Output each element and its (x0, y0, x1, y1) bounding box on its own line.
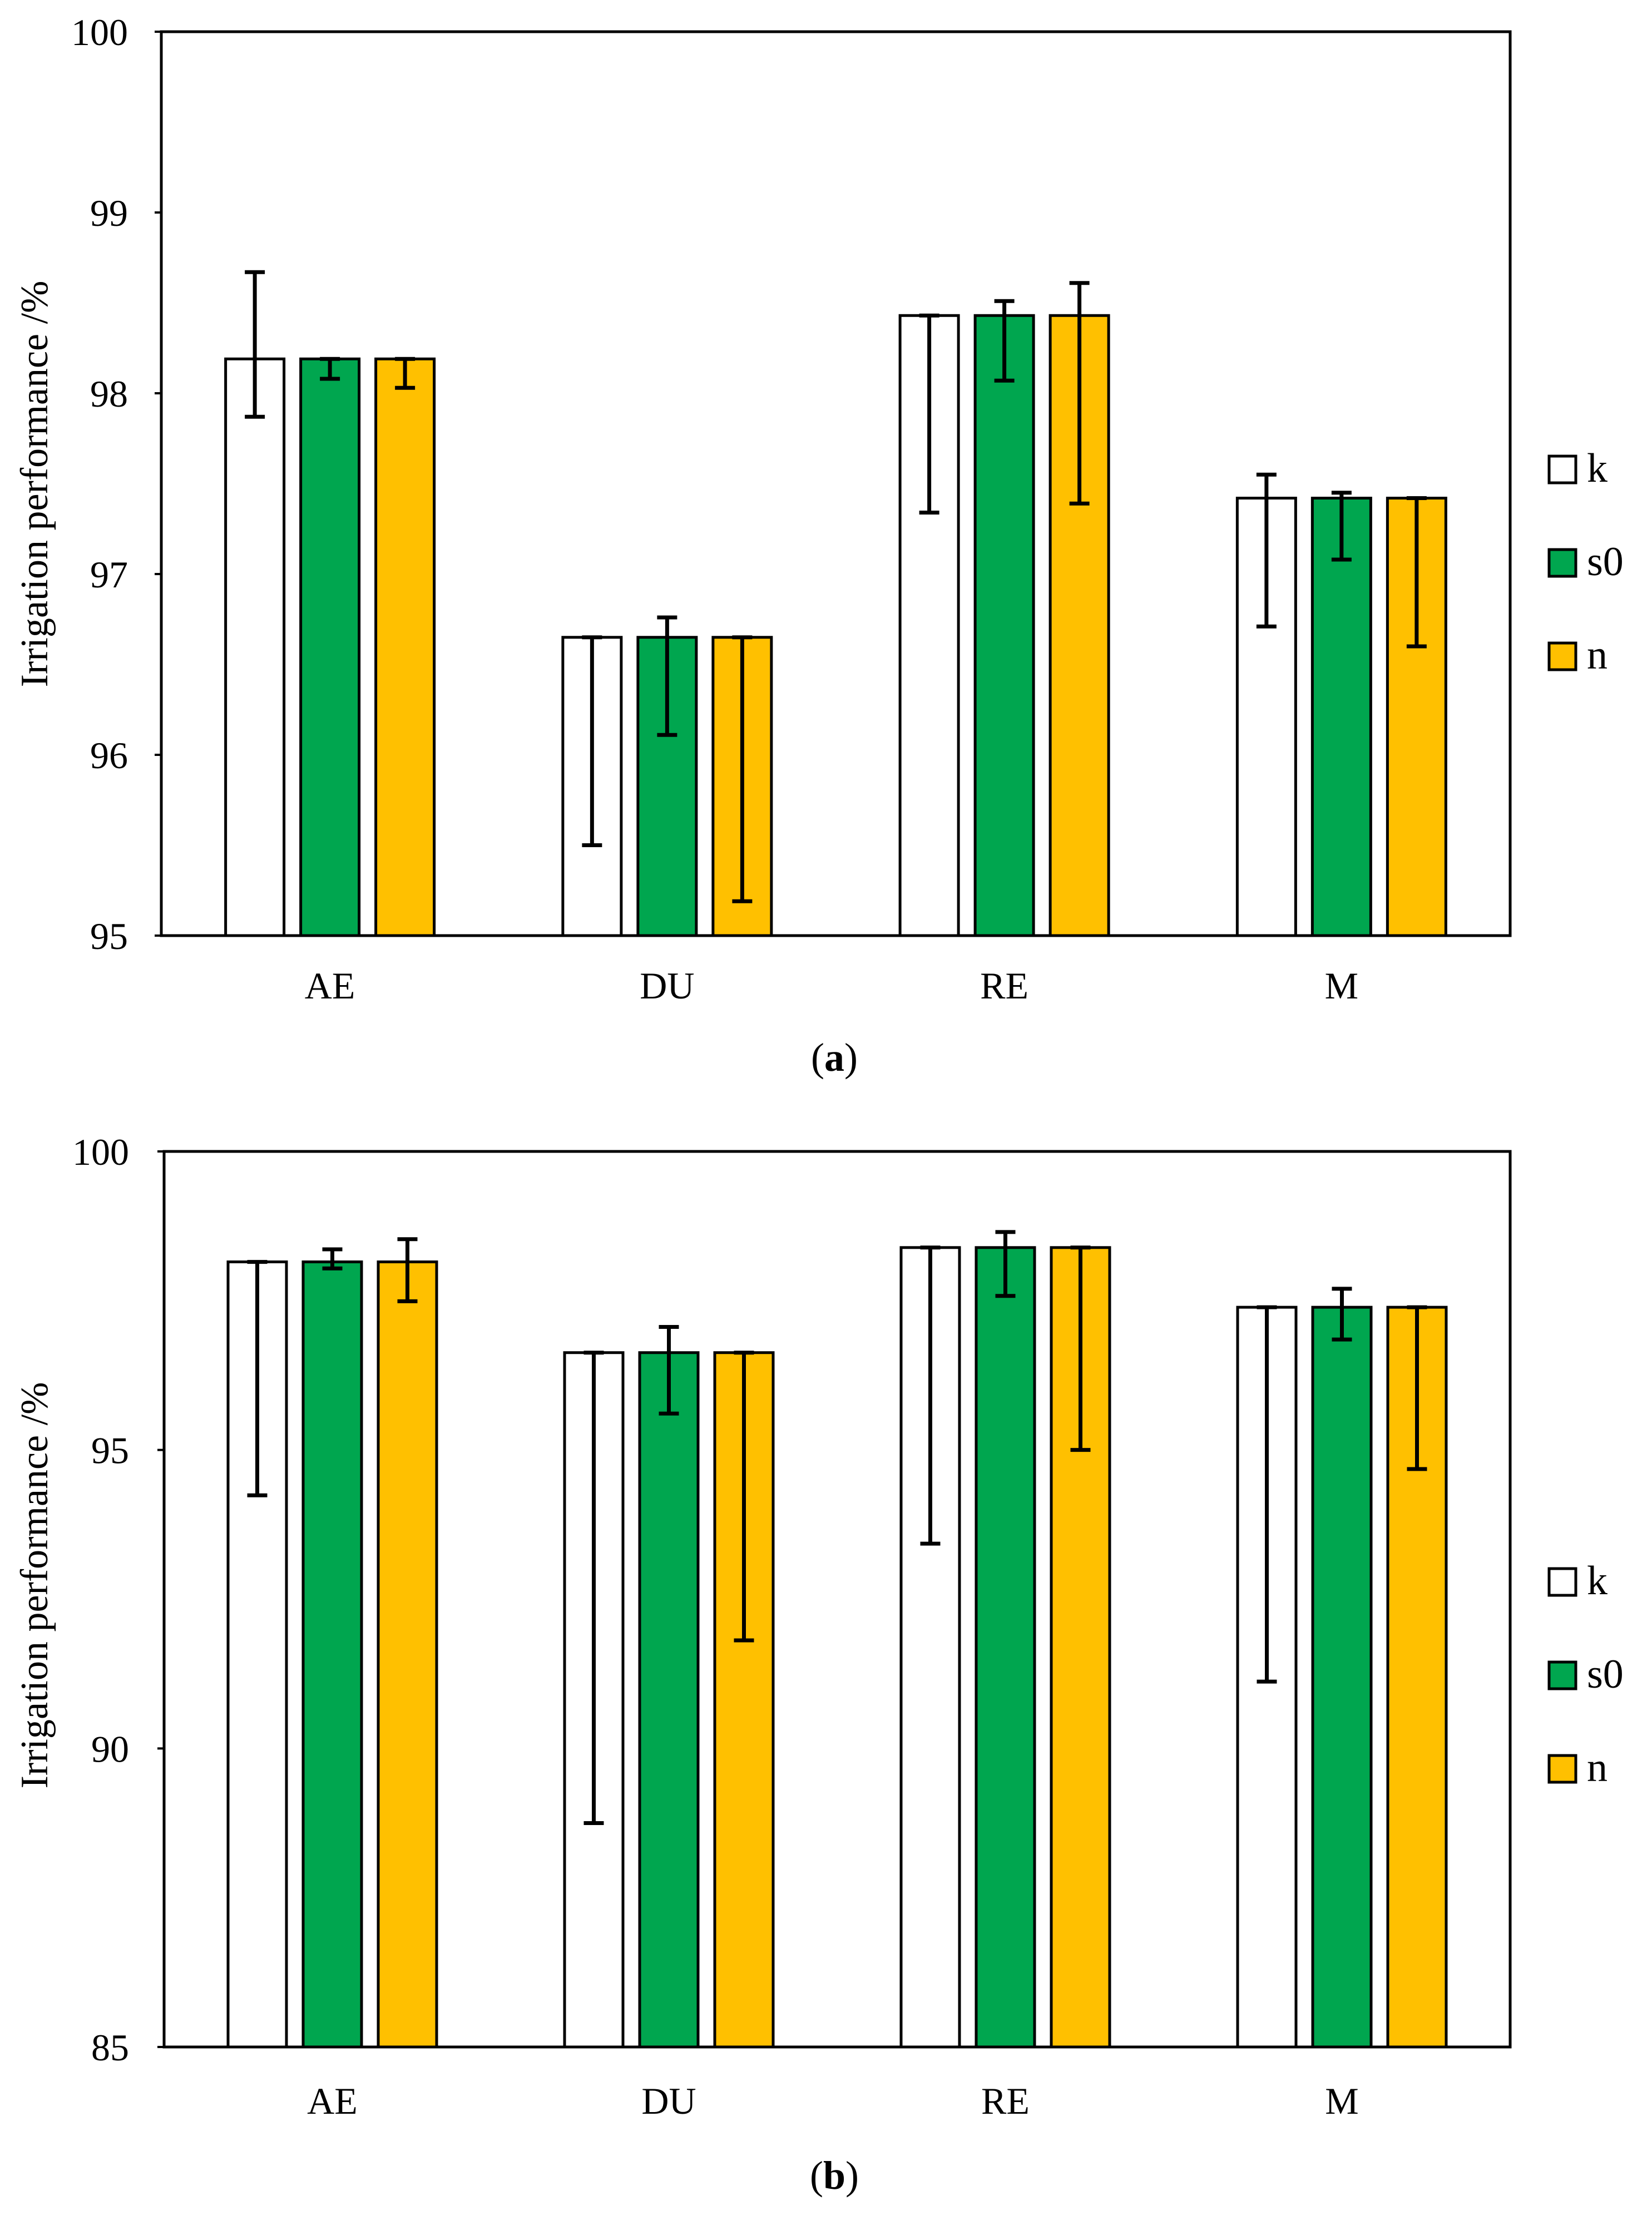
y-tick-label: 95 (91, 1430, 129, 1472)
bar-s0-DU (638, 1351, 700, 2049)
y-tick-label: 100 (71, 11, 128, 53)
bar-n-AE (377, 1260, 438, 2049)
panel-label: b (823, 2153, 845, 2198)
legend-swatch-n (1547, 641, 1577, 671)
bar-s0-RE (975, 1246, 1036, 2049)
bar-s0-AE (301, 1260, 363, 2049)
legend-label-n: n (1587, 1745, 1608, 1791)
bar-k-AE (226, 1260, 288, 2049)
panel-caption: (b) (810, 2153, 859, 2198)
x-category-label: DU (640, 965, 694, 1007)
bar-s0-RE (973, 314, 1035, 937)
plot-frame (160, 30, 1512, 937)
x-category-label: AE (307, 2080, 358, 2122)
legend-label-s0: s0 (1587, 1651, 1624, 1697)
y-axis-label: Irrigation performance /% (13, 281, 56, 688)
legend-label-k: k (1587, 1558, 1608, 1604)
x-category-label: DU (641, 2080, 696, 2122)
chart-panel-a: 95 96 97 98 99 100 Irrigation performance /% AE… (13, 11, 1624, 1080)
x-category-label: RE (980, 965, 1028, 1007)
y-tick-label: 97 (90, 553, 128, 596)
legend-swatch-s0 (1547, 1660, 1577, 1690)
legend-label-n: n (1587, 632, 1608, 678)
plot-frame (162, 1150, 1512, 2049)
y-axis-label: Irrigation performance /% (13, 1382, 56, 1789)
bar-s0-M (1311, 1306, 1373, 2049)
x-category-label: AE (305, 965, 355, 1007)
bar-n-AE (374, 357, 436, 937)
y-tick-label: 85 (91, 2026, 129, 2069)
legend-label-s0: s0 (1587, 539, 1624, 585)
panel-label: a (824, 1035, 844, 1080)
x-category-label: M (1325, 965, 1358, 1007)
x-category-label: RE (981, 2080, 1030, 2122)
y-tick-label: 95 (90, 915, 128, 957)
bar-s0-M (1310, 497, 1372, 937)
legend-swatch-n (1547, 1754, 1577, 1784)
bar-k-AE (224, 357, 286, 937)
panel-caption: (a) (811, 1035, 858, 1080)
y-tick-label: 90 (91, 1728, 129, 1770)
bar-s0-AE (299, 357, 361, 937)
legend-label-k: k (1587, 446, 1608, 491)
y-tick-label: 96 (90, 734, 128, 777)
y-tick-label: 99 (90, 192, 128, 234)
x-category-label: M (1325, 2080, 1358, 2122)
legend-swatch-k (1547, 454, 1577, 484)
legend-swatch-k (1547, 1567, 1577, 1597)
y-tick-label: 100 (72, 1131, 129, 1173)
legend-swatch-s0 (1547, 548, 1577, 578)
y-tick-label: 98 (90, 373, 128, 415)
chart-panel-b: 85 90 95 100 Irrigation performance /% AE DU RE… (13, 1131, 1624, 2198)
